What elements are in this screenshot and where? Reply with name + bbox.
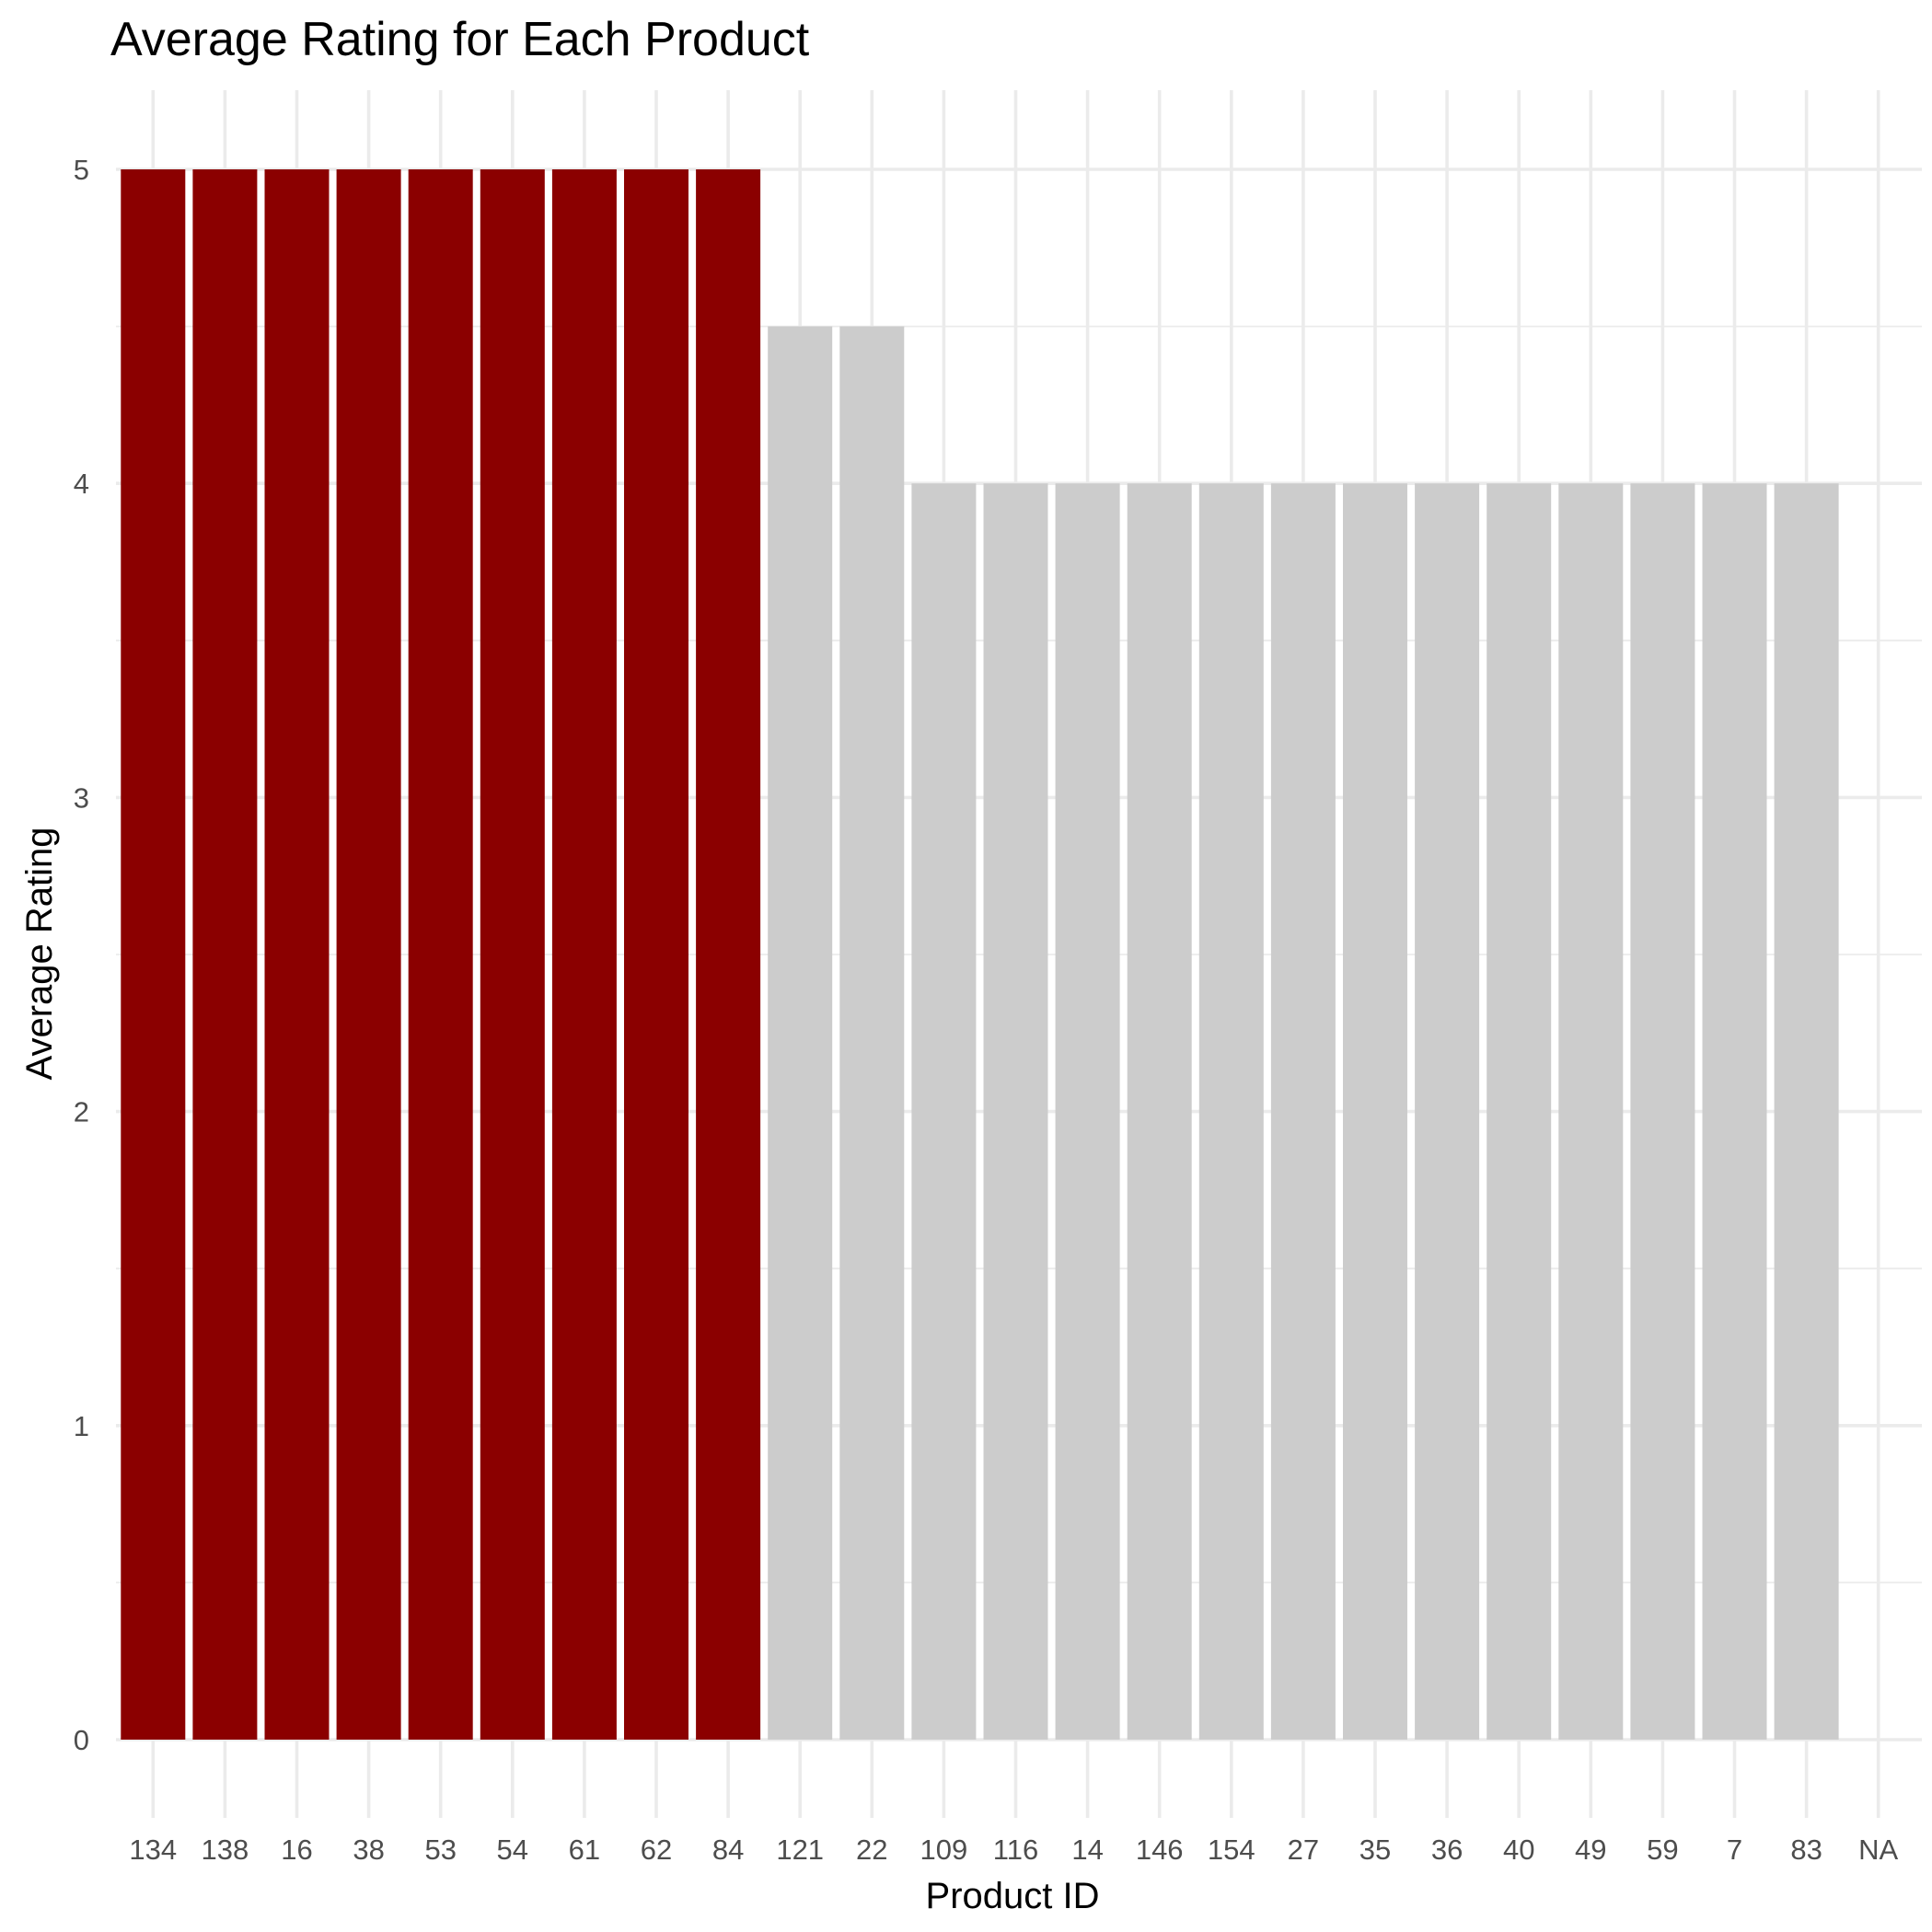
bar-22 (839, 326, 905, 1741)
bar-54 (480, 169, 545, 1740)
x-tick-label: 61 (569, 1834, 600, 1866)
bar-83 (1774, 483, 1839, 1741)
bar-84 (696, 169, 761, 1740)
x-tick-label: 146 (1136, 1834, 1184, 1866)
bar-53 (408, 169, 473, 1740)
x-tick-label: 54 (497, 1834, 528, 1866)
x-tick-label: 134 (129, 1834, 177, 1866)
x-tick-label: 116 (993, 1834, 1038, 1866)
y-tick-label: 2 (74, 1096, 89, 1128)
bar-62 (624, 169, 688, 1740)
y-axis-tick-labels: 0 1 2 3 4 5 (74, 154, 89, 1756)
bar-116 (983, 483, 1048, 1741)
bar-49 (1558, 483, 1624, 1741)
bars (121, 169, 1839, 1741)
bar-121 (768, 326, 833, 1741)
bar-35 (1343, 483, 1407, 1741)
x-tick-label: 16 (281, 1834, 312, 1866)
bar-146 (1127, 483, 1192, 1741)
x-tick-label: 121 (776, 1834, 824, 1866)
x-tick-label: 84 (712, 1834, 744, 1866)
x-tick-label: 138 (202, 1834, 249, 1866)
x-tick-label: 109 (920, 1834, 968, 1866)
x-tick-label: 83 (1790, 1834, 1822, 1866)
x-tick-label: 59 (1647, 1834, 1678, 1866)
x-tick-label: 7 (1727, 1834, 1742, 1866)
x-tick-label: 62 (641, 1834, 672, 1866)
x-axis-tick-labels: 134 138 16 38 53 54 61 62 84 121 22 109 116 14 146 154 2… (129, 1834, 1898, 1866)
bar-61 (551, 169, 617, 1740)
y-tick-label: 5 (74, 154, 89, 186)
x-axis-title: Product ID (926, 1876, 1100, 1916)
x-tick-label: 40 (1503, 1834, 1534, 1866)
x-tick-label: NA (1858, 1834, 1898, 1866)
y-tick-label: 4 (74, 468, 89, 500)
y-tick-label: 0 (74, 1724, 89, 1756)
x-tick-label: 38 (353, 1834, 384, 1866)
x-tick-label: 49 (1575, 1834, 1606, 1866)
x-tick-label: 27 (1288, 1834, 1319, 1866)
chart-title: Average Rating for Each Product (110, 13, 810, 66)
bar-36 (1415, 483, 1480, 1741)
bar-109 (911, 483, 977, 1741)
x-tick-label: 14 (1071, 1834, 1103, 1866)
x-tick-label: 53 (424, 1834, 456, 1866)
y-tick-label: 3 (74, 781, 89, 814)
bar-154 (1198, 483, 1264, 1741)
x-tick-label: 36 (1431, 1834, 1463, 1866)
x-tick-label: 154 (1208, 1834, 1255, 1866)
bar-59 (1630, 483, 1695, 1741)
bar-16 (264, 169, 330, 1740)
bar-27 (1270, 483, 1336, 1741)
y-tick-label: 1 (74, 1410, 89, 1442)
bar-40 (1487, 483, 1552, 1741)
bar-7 (1702, 483, 1767, 1741)
x-tick-label: 35 (1359, 1834, 1391, 1866)
bar-134 (121, 169, 186, 1740)
bar-38 (336, 169, 401, 1740)
bar-138 (192, 169, 258, 1740)
bar-14 (1055, 483, 1120, 1741)
x-tick-label: 22 (856, 1834, 887, 1866)
y-axis-title: Average Rating (19, 827, 60, 1081)
